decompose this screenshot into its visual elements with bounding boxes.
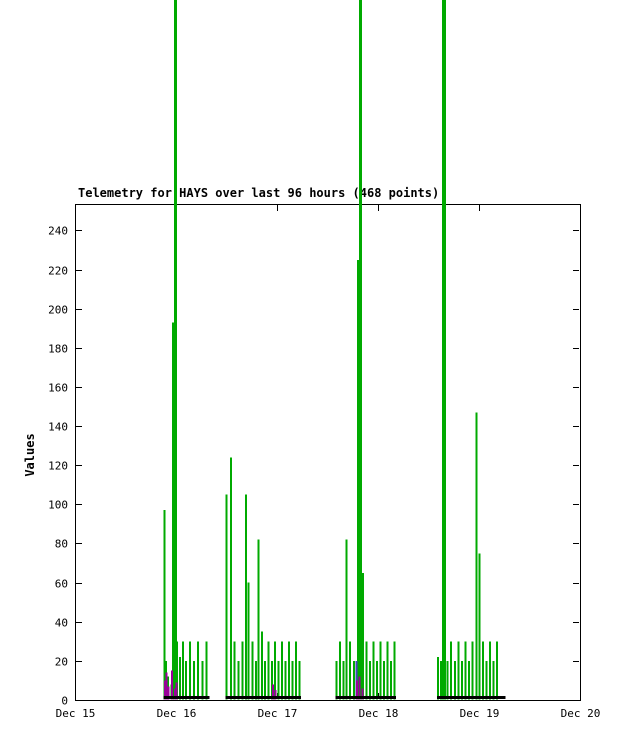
y-tick-label: 80	[55, 538, 68, 551]
x-tick-label: Dec 15	[56, 707, 96, 720]
x-tick-label: Dec 18	[359, 707, 399, 720]
y-tick-label: 100	[48, 499, 68, 512]
y-axis-label: Values	[23, 433, 37, 477]
y-tick-label: 20	[55, 656, 68, 669]
y-tick-label: 60	[55, 578, 68, 591]
y-tick-label: 180	[48, 343, 68, 356]
chart-title: Telemetry for HAYS over last 96 hours (4…	[78, 186, 440, 200]
y-tick-label: 140	[48, 421, 68, 434]
x-tick-label: Dec 20	[561, 707, 601, 720]
y-tick-label: 40	[55, 617, 68, 630]
x-tick-label: Dec 19	[460, 707, 500, 720]
y-tick-label: 0	[61, 695, 68, 708]
y-tick-label: 240	[48, 225, 68, 238]
x-tick-label: Dec 17	[258, 707, 298, 720]
x-tick-label: Dec 16	[157, 707, 197, 720]
y-tick-label: 120	[48, 460, 68, 473]
y-tick-label: 160	[48, 382, 68, 395]
y-tick-label: 200	[48, 304, 68, 317]
y-tick-label: 220	[48, 265, 68, 278]
